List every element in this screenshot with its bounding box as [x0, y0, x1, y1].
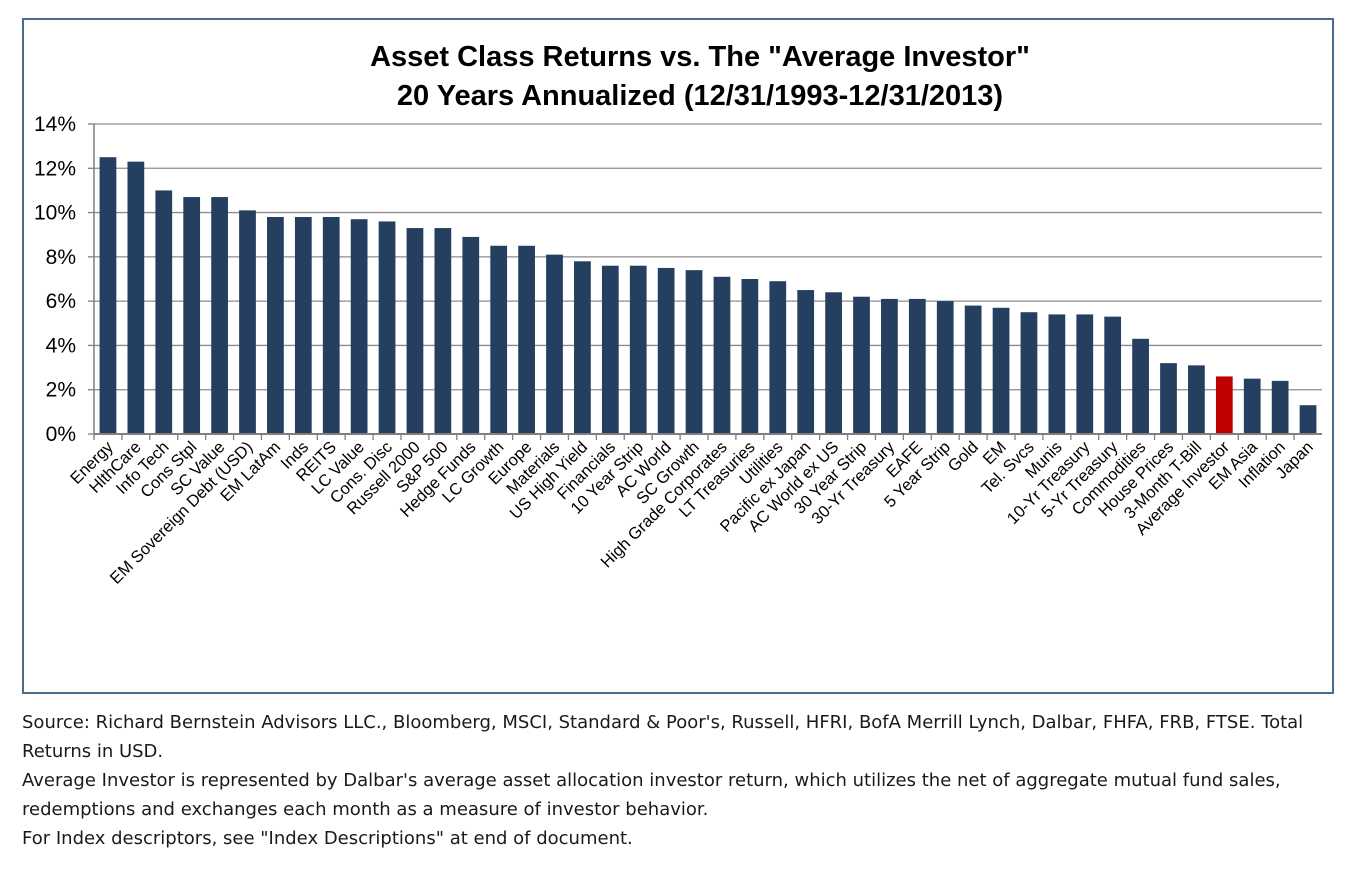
- bar: [1243, 378, 1261, 434]
- y-tick-label: 2%: [46, 379, 76, 402]
- bar: [1299, 405, 1317, 434]
- bar: [322, 217, 340, 434]
- bar: [546, 254, 563, 434]
- bar: [1020, 312, 1038, 434]
- y-tick-label: 12%: [34, 157, 76, 180]
- bar: [936, 301, 954, 434]
- y-tick-label: 8%: [46, 246, 76, 269]
- bar: [825, 292, 842, 434]
- y-tick-label: 4%: [46, 334, 76, 357]
- bar: [629, 265, 647, 434]
- bar: [434, 228, 452, 434]
- chart-title: Asset Class Returns vs. The "Average Inv…: [370, 41, 1030, 73]
- bar: [127, 161, 145, 434]
- bar: [657, 267, 675, 434]
- bar: [601, 265, 619, 434]
- bar: [1076, 314, 1094, 434]
- bar: [685, 270, 703, 434]
- y-tick-label: 14%: [34, 113, 76, 136]
- bar: [853, 296, 870, 434]
- y-tick-label: 10%: [34, 202, 76, 225]
- bar: [239, 210, 256, 434]
- bar: [378, 221, 396, 434]
- bar: [741, 279, 759, 434]
- bar: [155, 190, 173, 434]
- bars: [99, 157, 1317, 434]
- y-tick-label: 0%: [46, 423, 76, 446]
- bar: [294, 217, 312, 434]
- bar: [881, 298, 898, 434]
- bar: [1104, 316, 1122, 434]
- bar: [99, 157, 117, 434]
- bar: [964, 305, 982, 434]
- bar-highlight: [1215, 376, 1233, 434]
- bar: [1048, 314, 1066, 434]
- bar: [574, 261, 591, 434]
- bar: [992, 307, 1010, 434]
- bar: [1160, 363, 1177, 434]
- bar: [518, 245, 535, 434]
- bar: [350, 219, 368, 434]
- average-investor-note: Average Investor is represented by Dalba…: [22, 770, 1281, 820]
- bar: [1132, 338, 1149, 434]
- chart-frame: Asset Class Returns vs. The "Average Inv…: [22, 18, 1334, 694]
- index-descriptions-note: For Index descriptors, see "Index Descri…: [22, 828, 633, 849]
- bar: [183, 197, 201, 434]
- bar: [406, 228, 424, 434]
- chart-subtitle: 20 Years Annualized (12/31/1993-12/31/20…: [397, 80, 1003, 112]
- bar-chart: Asset Class Returns vs. The "Average Inv…: [34, 41, 1322, 588]
- y-axis-ticks: 0% 2% 4% 6% 8% 10% 12% 14%: [34, 113, 95, 446]
- bar: [713, 276, 731, 434]
- bar: [211, 197, 228, 434]
- source-note: Source: Richard Bernstein Advisors LLC.,…: [22, 712, 1304, 762]
- bar: [1188, 365, 1205, 434]
- bar: [1271, 380, 1289, 434]
- y-tick-label: 6%: [46, 290, 76, 313]
- x-tick-label: Gold: [945, 438, 982, 475]
- bar: [490, 245, 508, 434]
- bar: [908, 298, 926, 434]
- bar: [267, 217, 284, 434]
- bar: [462, 236, 480, 434]
- footnotes: Source: Richard Bernstein Advisors LLC.,…: [22, 708, 1342, 853]
- bar: [769, 281, 787, 434]
- bar: [797, 290, 815, 434]
